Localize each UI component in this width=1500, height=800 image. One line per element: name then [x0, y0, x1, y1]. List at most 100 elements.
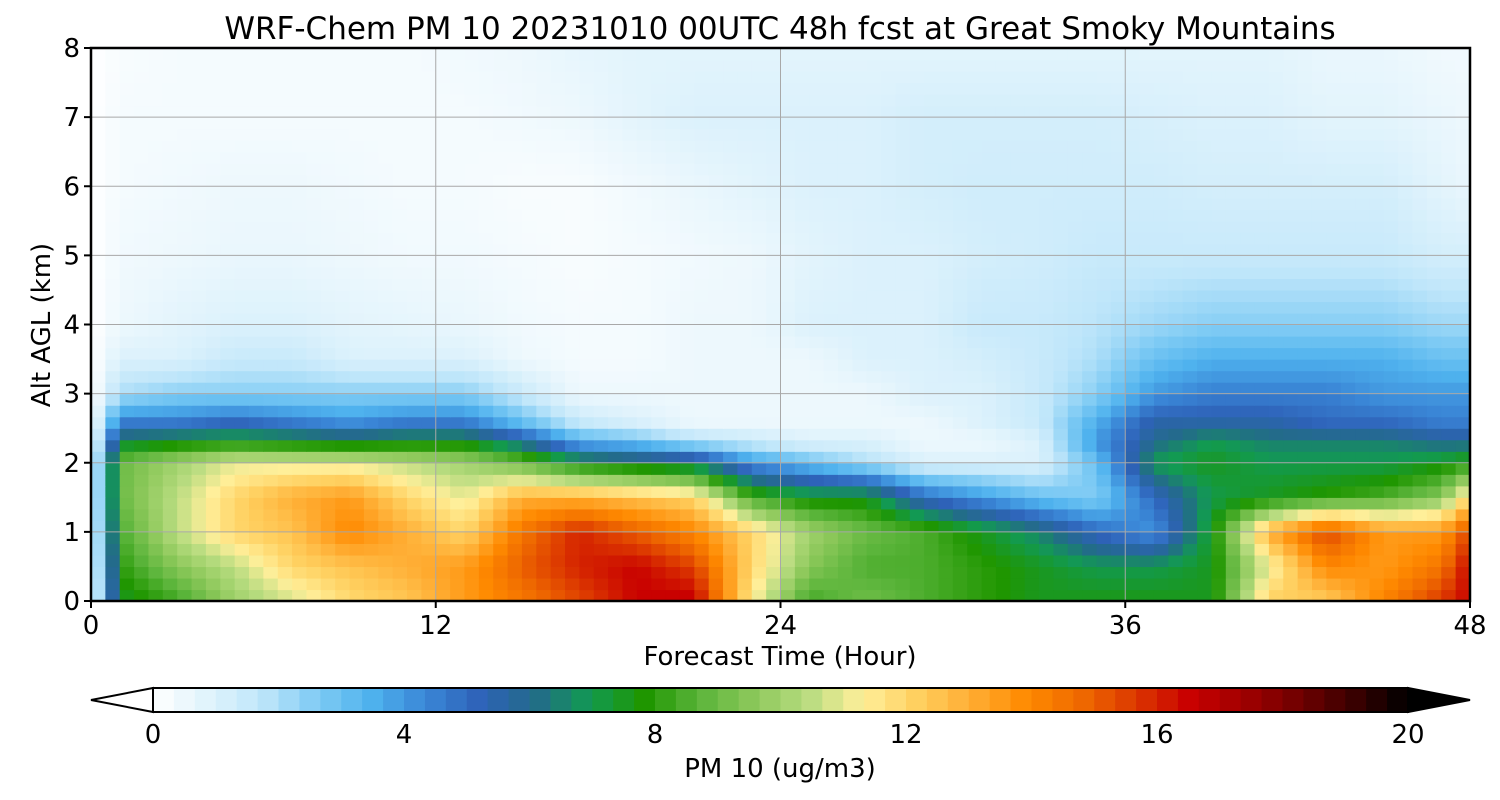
heatmap-cell [909, 255, 925, 268]
heatmap-cell [1441, 243, 1457, 256]
heatmap-cell [967, 336, 983, 349]
heatmap-cell [407, 197, 422, 210]
heatmap-cell [1326, 589, 1342, 602]
heatmap-cell [550, 71, 566, 84]
heatmap-cell [995, 531, 1011, 544]
heatmap-cell [493, 428, 509, 441]
heatmap-cell [521, 220, 537, 233]
heatmap-cell [565, 312, 580, 326]
heatmap-cell [363, 220, 379, 233]
heatmap-cell [651, 163, 667, 176]
heatmap-cell [1311, 428, 1327, 441]
heatmap-cell [349, 105, 365, 118]
heatmap-cell [751, 151, 767, 164]
heatmap-cell [550, 278, 566, 291]
heatmap-cell [450, 163, 466, 176]
heatmap-cell [636, 232, 652, 245]
heatmap-cell [493, 439, 509, 452]
heatmap-cell [809, 347, 825, 360]
heatmap-cell [550, 243, 566, 256]
heatmap-cell [1398, 416, 1414, 429]
heatmap-cell [1283, 382, 1299, 395]
heatmap-cell [292, 71, 308, 84]
heatmap-cell [579, 382, 595, 395]
heatmap-cell [536, 439, 552, 452]
heatmap-cell [1355, 577, 1371, 591]
heatmap-cell [1024, 428, 1040, 441]
heatmap-cell [134, 209, 150, 222]
heatmap-cell [823, 347, 839, 360]
heatmap-cell [780, 209, 796, 222]
heatmap-cell [1283, 301, 1299, 314]
heatmap-cell [995, 220, 1011, 233]
heatmap-cell [766, 117, 782, 130]
heatmap-cell [1254, 48, 1270, 61]
heatmap-cell [162, 531, 178, 544]
heatmap-cell [335, 197, 351, 210]
heatmap-cell [292, 577, 308, 591]
heatmap-cell [536, 577, 552, 591]
heatmap-cell [1369, 382, 1385, 395]
heatmap-cell [723, 428, 738, 441]
heatmap-cell [119, 508, 135, 521]
heatmap-cell [924, 82, 940, 95]
heatmap-cell [306, 359, 322, 372]
heatmap-cell [435, 566, 451, 579]
heatmap-cell [148, 151, 164, 164]
heatmap-cell [1340, 428, 1356, 441]
heatmap-cell [119, 255, 135, 268]
heatmap-cell [1297, 474, 1313, 487]
heatmap-cell [1383, 405, 1399, 418]
heatmap-cell [335, 163, 351, 176]
heatmap-cell [1398, 71, 1414, 84]
heatmap-cell [550, 416, 566, 429]
heatmap-cell [823, 474, 839, 487]
heatmap-cell [636, 140, 652, 153]
heatmap-cell [708, 566, 724, 579]
heatmap-cell [1082, 474, 1098, 487]
heatmap-cell [191, 117, 207, 130]
heatmap-cell [723, 174, 738, 187]
heatmap-cell [1153, 59, 1169, 72]
heatmap-cell [1369, 174, 1385, 187]
heatmap-cell [694, 278, 710, 291]
heatmap-cell [837, 508, 853, 521]
heatmap-cell [1125, 82, 1141, 95]
heatmap-cell [694, 209, 710, 222]
heatmap-cell [967, 520, 983, 533]
heatmap-cell [450, 266, 466, 280]
heatmap-cell [263, 405, 279, 418]
heatmap-cell [1096, 554, 1112, 568]
heatmap-cell [1197, 59, 1213, 72]
heatmap-cell [1067, 220, 1083, 233]
heatmap-cell [694, 497, 710, 510]
heatmap-cell [593, 174, 609, 187]
heatmap-cell [249, 255, 264, 268]
heatmap-cell [363, 497, 379, 510]
heatmap-cell [234, 370, 250, 383]
heatmap-cell [1211, 359, 1227, 372]
heatmap-cell [1283, 497, 1299, 510]
heatmap-cell [249, 451, 264, 464]
heatmap-cell [407, 520, 422, 533]
heatmap-cell [306, 554, 322, 568]
heatmap-cell [1168, 370, 1184, 383]
heatmap-cell [809, 289, 825, 303]
heatmap-cell [191, 393, 207, 406]
heatmap-cell [407, 405, 422, 418]
heatmap-cell [1412, 289, 1428, 303]
heatmap-cell [91, 266, 106, 280]
heatmap-cell [1110, 186, 1126, 199]
heatmap-cell [708, 589, 724, 602]
heatmap-cell [1311, 220, 1327, 233]
heatmap-cell [565, 117, 580, 130]
heatmap-cell [306, 462, 322, 475]
heatmap-cell [1096, 312, 1112, 326]
heatmap-cell [909, 359, 925, 372]
heatmap-cell [1125, 105, 1141, 118]
heatmap-cell [1024, 174, 1040, 187]
heatmap-cell [723, 220, 738, 233]
heatmap-cell [636, 128, 652, 141]
heatmap-cell [1110, 520, 1126, 533]
heatmap-cell [493, 255, 509, 268]
